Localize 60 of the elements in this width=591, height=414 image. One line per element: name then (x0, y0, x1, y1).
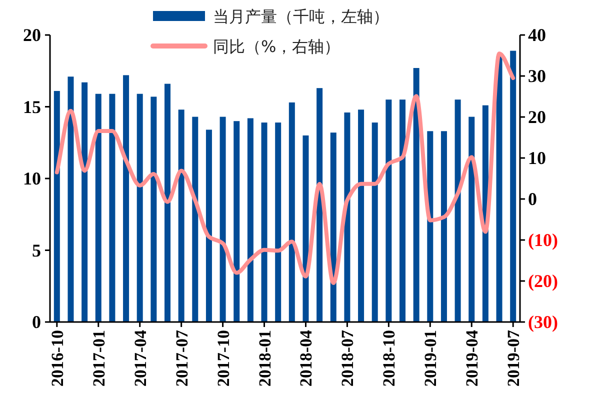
y-tick-label: 10 (23, 168, 41, 188)
x-tick-label: 2019-07 (504, 330, 524, 387)
x-tick-label: 2017-04 (130, 330, 150, 387)
bar (386, 100, 392, 322)
bar (510, 50, 516, 322)
bar (178, 110, 184, 322)
bar (247, 118, 254, 322)
bar (150, 96, 157, 322)
x-tick-label: 2017-07 (172, 330, 192, 387)
bar (82, 82, 88, 322)
bar (440, 131, 447, 322)
bar (427, 131, 434, 322)
bar (344, 112, 350, 322)
bar (54, 90, 60, 322)
bar (275, 122, 282, 322)
x-tick-label: 2018-04 (296, 330, 316, 387)
bar (234, 121, 240, 322)
y2-tick-label: (10) (528, 230, 558, 250)
bar (400, 100, 406, 322)
x-tick-label: 2019-04 (462, 330, 482, 387)
bar (136, 94, 143, 322)
x-tick-label: 2019-01 (421, 330, 440, 387)
legend-label: 同比（%，右轴） (213, 37, 340, 56)
bar (192, 116, 198, 322)
bar (68, 76, 74, 322)
bar (316, 88, 323, 322)
x-tick-label: 2018-01 (255, 330, 274, 387)
bar (288, 102, 295, 322)
bar (164, 84, 170, 322)
bar (123, 75, 130, 322)
bar (496, 56, 502, 322)
bar (261, 122, 268, 322)
x-tick-label: 2016-10 (48, 330, 67, 387)
y2-tick-label: 20 (528, 107, 546, 127)
y-tick-label: 5 (32, 240, 41, 260)
bar (372, 122, 378, 322)
bar (95, 94, 102, 322)
y2-tick-label: 30 (528, 66, 546, 86)
x-tick-label: 2017-01 (89, 330, 108, 387)
x-tick-label: 2018-10 (380, 330, 399, 387)
x-tick-label: 2017-10 (214, 330, 233, 387)
bar (302, 135, 309, 322)
bar (454, 100, 461, 322)
y-tick-label: 20 (23, 25, 41, 45)
y2-tick-label: (30) (528, 312, 558, 332)
legend-label: 当月产量（千吨，左轴） (213, 7, 389, 26)
bar (330, 132, 336, 322)
bar (358, 110, 364, 322)
y2-tick-label: 0 (528, 189, 537, 209)
bar (468, 116, 475, 322)
x-tick-label: 2018-07 (338, 330, 358, 387)
y2-tick-label: 40 (528, 25, 546, 45)
y-tick-label: 0 (32, 312, 41, 332)
bar (109, 94, 116, 322)
bar (413, 68, 420, 322)
y2-tick-label: (20) (528, 271, 558, 291)
y2-tick-label: 10 (528, 148, 546, 168)
bar (206, 130, 212, 322)
y-tick-label: 15 (23, 96, 41, 117)
bar (220, 116, 226, 322)
